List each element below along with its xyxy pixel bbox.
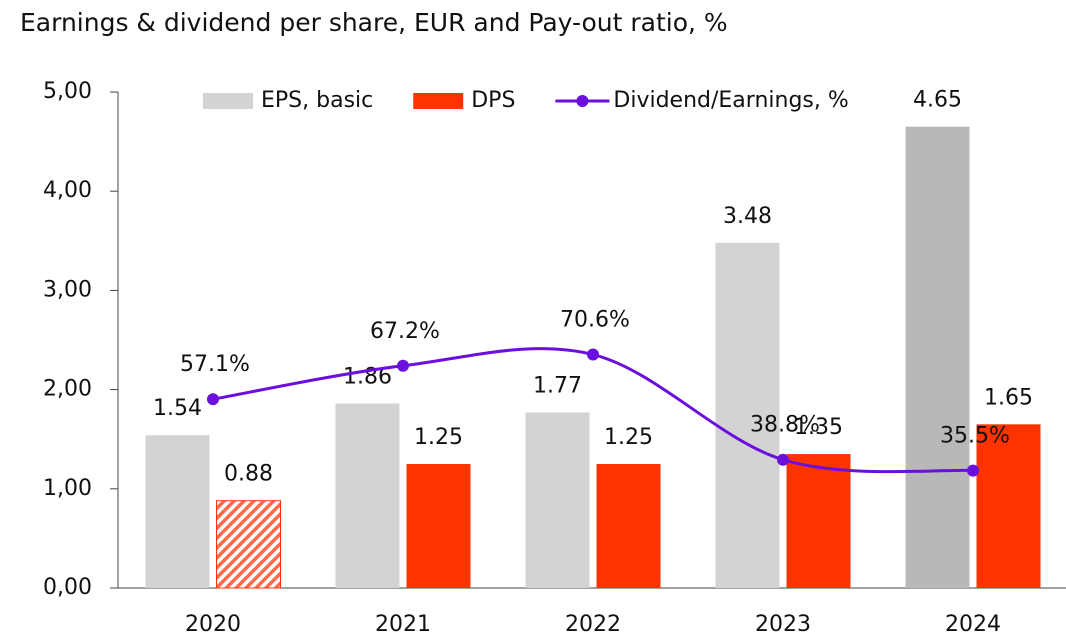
data-label: 67.2% <box>370 319 440 344</box>
y-tick-label: 1,00 <box>43 476 92 501</box>
line-marker <box>397 359 409 372</box>
bar <box>525 412 590 588</box>
legend-swatch <box>413 93 464 109</box>
data-label: 57.1% <box>180 352 250 377</box>
bar <box>596 464 661 588</box>
legend-marker <box>576 95 589 107</box>
legend-swatch <box>203 93 253 109</box>
data-label: 70.6% <box>560 308 630 333</box>
data-label: 1.25 <box>414 425 463 450</box>
data-label: 1.77 <box>533 373 582 398</box>
data-label: 4.65 <box>913 88 962 113</box>
legend-label: EPS, basic <box>261 88 373 113</box>
x-tick-label: 2021 <box>375 612 431 637</box>
y-tick-label: 4,00 <box>43 178 92 203</box>
bar <box>786 454 851 588</box>
line-marker <box>207 393 219 406</box>
data-label: 0.88 <box>224 462 273 487</box>
y-tick-label: 3,00 <box>43 277 92 302</box>
x-tick-label: 2023 <box>755 612 811 637</box>
line <box>212 347 974 474</box>
x-tick-label: 2022 <box>565 612 621 637</box>
legend-label: DPS <box>471 88 515 113</box>
y-tick-label: 5,00 <box>43 79 92 104</box>
bar <box>905 126 970 588</box>
y-tick-label: 0,00 <box>43 575 92 600</box>
line-marker <box>587 348 599 361</box>
data-label: 3.48 <box>723 204 772 229</box>
line-marker <box>777 453 789 466</box>
bar <box>976 424 1041 588</box>
data-label: 1.54 <box>153 396 202 421</box>
bar <box>216 500 281 589</box>
bar <box>145 435 210 588</box>
data-label: 35.5% <box>940 424 1010 449</box>
data-label: 1.25 <box>604 425 653 450</box>
legend-label: Dividend/Earnings, % <box>613 88 848 113</box>
x-tick-label: 2024 <box>945 612 1001 637</box>
data-label: 1.35 <box>794 415 843 440</box>
bar <box>406 464 471 588</box>
chart-title: Earnings & dividend per share, EUR and P… <box>20 8 728 37</box>
line-marker <box>967 464 979 477</box>
data-label: 38.8% <box>750 413 820 438</box>
x-tick-label: 2020 <box>185 612 241 637</box>
bar <box>335 403 400 588</box>
y-tick-label: 2,00 <box>43 377 92 402</box>
bar <box>715 242 780 588</box>
data-label: 1.65 <box>984 385 1033 410</box>
